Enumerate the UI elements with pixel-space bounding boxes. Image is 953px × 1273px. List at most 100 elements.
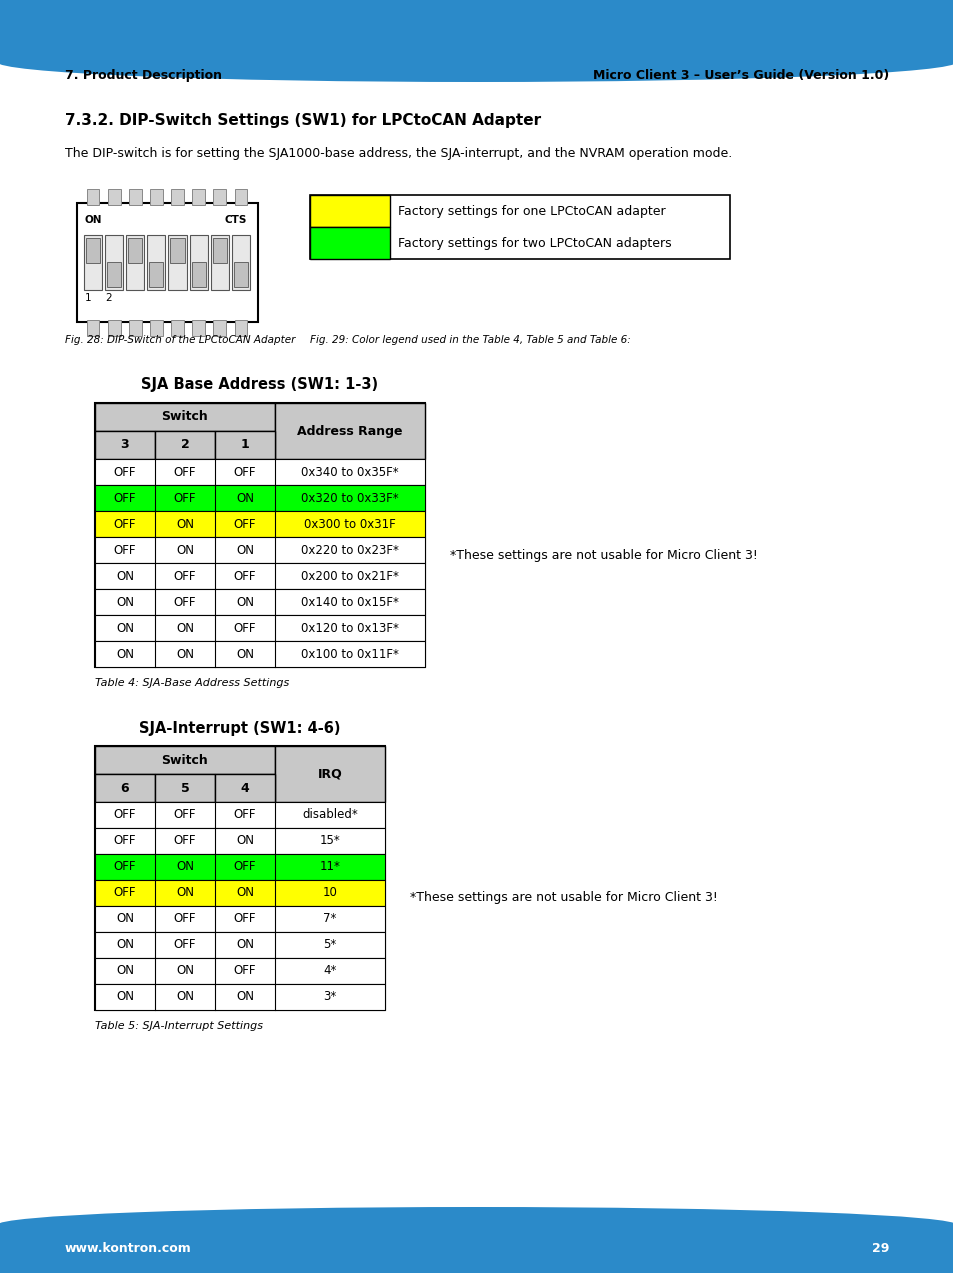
Bar: [232, 236, 250, 290]
Text: ON: ON: [116, 965, 133, 978]
Text: ON: ON: [235, 835, 253, 848]
Text: ON: ON: [116, 990, 133, 1003]
Text: 0x140 to 0x15F*: 0x140 to 0x15F*: [301, 596, 398, 608]
Bar: [95, 880, 385, 906]
Bar: [310, 195, 729, 258]
Text: OFF: OFF: [173, 835, 196, 848]
Bar: [86, 238, 100, 262]
Text: ON: ON: [116, 913, 133, 925]
Text: ON: ON: [235, 491, 253, 504]
Text: ON: ON: [175, 965, 193, 978]
Ellipse shape: [0, 1207, 953, 1242]
Bar: [274, 746, 385, 802]
Bar: [213, 238, 227, 262]
Text: OFF: OFF: [173, 569, 196, 583]
Bar: [214, 774, 274, 802]
Text: *These settings are not usable for Micro Client 3!: *These settings are not usable for Micro…: [450, 549, 757, 561]
Bar: [0, 1225, 953, 1273]
Bar: [274, 404, 424, 460]
Bar: [234, 320, 247, 336]
Text: SJA Base Address (SW1: 1-3): SJA Base Address (SW1: 1-3): [141, 378, 378, 392]
Text: ON: ON: [116, 596, 133, 608]
Text: OFF: OFF: [233, 621, 256, 634]
Bar: [84, 236, 102, 290]
Bar: [95, 984, 385, 1009]
Text: ON: ON: [175, 518, 193, 531]
Bar: [193, 320, 205, 336]
Text: Table 5: SJA-Interrupt Settings: Table 5: SJA-Interrupt Settings: [95, 1021, 263, 1031]
Ellipse shape: [0, 42, 953, 81]
Bar: [193, 188, 205, 205]
Text: Table 4: SJA-Base Address Settings: Table 4: SJA-Base Address Settings: [95, 679, 289, 687]
Text: OFF: OFF: [233, 569, 256, 583]
Bar: [95, 802, 385, 827]
Text: ON: ON: [116, 621, 133, 634]
Text: ON: ON: [175, 648, 193, 661]
Bar: [129, 188, 141, 205]
Text: 4: 4: [240, 782, 249, 794]
Text: 7.3.2. DIP-Switch Settings (SW1) for LPCtoCAN Adapter: 7.3.2. DIP-Switch Settings (SW1) for LPC…: [65, 112, 540, 127]
Bar: [150, 262, 163, 286]
Text: 4*: 4*: [323, 965, 336, 978]
Text: Switch: Switch: [161, 410, 208, 424]
Text: OFF: OFF: [113, 835, 136, 848]
Text: ON: ON: [175, 861, 193, 873]
Text: ON: ON: [235, 648, 253, 661]
Text: OFF: OFF: [113, 808, 136, 821]
Text: ON: ON: [175, 544, 193, 556]
Text: Factory settings for one LPCtoCAN adapter: Factory settings for one LPCtoCAN adapte…: [397, 205, 665, 218]
Bar: [95, 537, 424, 563]
Text: OFF: OFF: [173, 938, 196, 951]
Bar: [213, 320, 226, 336]
Bar: [234, 188, 247, 205]
Text: ON: ON: [235, 544, 253, 556]
Bar: [95, 563, 424, 589]
Text: ON: ON: [235, 938, 253, 951]
Text: The DIP-switch is for setting the SJA1000-base address, the SJA-interrupt, and t: The DIP-switch is for setting the SJA100…: [65, 146, 732, 159]
Bar: [214, 432, 274, 460]
Text: 29: 29: [871, 1242, 888, 1255]
Bar: [190, 236, 208, 290]
Text: 6: 6: [121, 782, 130, 794]
Bar: [213, 188, 226, 205]
Bar: [310, 227, 390, 258]
Bar: [95, 906, 385, 932]
Text: 11*: 11*: [319, 861, 340, 873]
Bar: [171, 188, 184, 205]
Text: 0x200 to 0x21F*: 0x200 to 0x21F*: [301, 569, 398, 583]
Text: 3: 3: [121, 438, 130, 452]
Bar: [128, 238, 142, 262]
Bar: [0, 0, 953, 62]
Bar: [105, 236, 123, 290]
Text: Switch: Switch: [161, 754, 208, 766]
Bar: [95, 589, 424, 615]
Text: ON: ON: [235, 886, 253, 900]
Bar: [77, 202, 257, 322]
Text: Micro Client 3 – User’s Guide (Version 1.0): Micro Client 3 – User’s Guide (Version 1…: [592, 70, 888, 83]
Bar: [129, 320, 141, 336]
Text: www.kontron.com: www.kontron.com: [65, 1242, 192, 1255]
Text: 3*: 3*: [323, 990, 336, 1003]
Text: Fig. 29: Color legend used in the Table 4, Table 5 and Table 6:: Fig. 29: Color legend used in the Table …: [310, 335, 630, 345]
Bar: [169, 236, 187, 290]
Bar: [87, 188, 99, 205]
Bar: [126, 236, 144, 290]
Text: 15*: 15*: [319, 835, 340, 848]
Text: SJA-Interrupt (SW1: 4-6): SJA-Interrupt (SW1: 4-6): [139, 721, 340, 736]
Text: 5*: 5*: [323, 938, 336, 951]
Bar: [310, 195, 390, 227]
Text: OFF: OFF: [113, 886, 136, 900]
Text: 0x120 to 0x13F*: 0x120 to 0x13F*: [301, 621, 398, 634]
Bar: [95, 746, 385, 1009]
Text: ON: ON: [175, 990, 193, 1003]
Bar: [95, 827, 385, 854]
Text: OFF: OFF: [113, 544, 136, 556]
Text: ON: ON: [235, 596, 253, 608]
Bar: [211, 236, 229, 290]
Text: Fig. 28: DIP-Switch of the LPCtoCAN Adapter: Fig. 28: DIP-Switch of the LPCtoCAN Adap…: [65, 335, 295, 345]
Text: OFF: OFF: [173, 808, 196, 821]
Text: OFF: OFF: [173, 596, 196, 608]
Bar: [171, 320, 184, 336]
Bar: [192, 262, 206, 286]
Text: OFF: OFF: [113, 861, 136, 873]
